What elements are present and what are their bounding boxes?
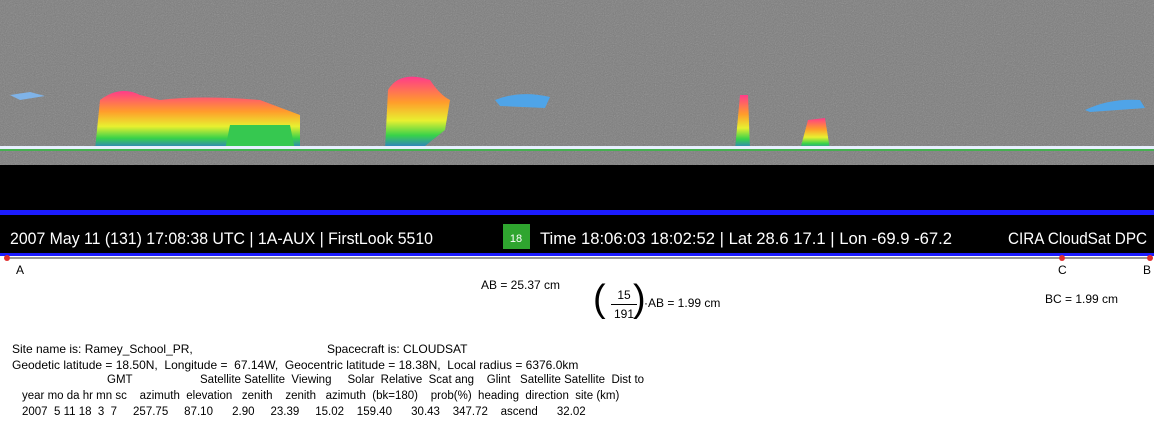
site-name: Site name is: Ramey_School_PR, <box>12 343 193 355</box>
radar-image: 2007 May 11 (131) 17:08:38 UTC | 1A-AUX … <box>0 0 1154 262</box>
banner-center: Time 18:06:03 18:02:52 | Lat 28.6 17.1 |… <box>540 229 952 248</box>
header-2: year mo da hr mn sc azimuth elevation ze… <box>22 391 619 403</box>
banner-right: CIRA CloudSat DPC <box>1008 229 1147 248</box>
label-b: B <box>1143 264 1151 276</box>
fraction-bar <box>611 304 637 305</box>
spacecraft: Spacecraft is: CLOUDSAT <box>327 343 467 355</box>
geodetic: Geodetic latitude = 18.50N, Longitude = … <box>12 359 578 371</box>
fraction-denominator: 191 <box>609 308 639 320</box>
label-c: C <box>1058 264 1067 276</box>
measure-ab-scaled: AB = 1.99 cm <box>648 297 720 309</box>
measure-ab: AB = 25.37 cm <box>481 279 560 291</box>
paren-open: ( <box>593 280 606 318</box>
point-a <box>4 255 10 261</box>
measure-bc: BC = 1.99 cm <box>1045 293 1118 305</box>
header-gmt: GMT <box>107 375 133 387</box>
banner-left: 2007 May 11 (131) 17:08:38 UTC | 1A-AUX … <box>10 229 433 248</box>
point-b <box>1147 255 1153 261</box>
point-c <box>1059 255 1065 261</box>
fraction-numerator: 15 <box>611 289 637 301</box>
label-a: A <box>16 264 24 276</box>
banner-badge: 18 <box>510 233 522 245</box>
data-row: 2007 5 11 18 3 7 257.75 87.10 2.90 23.39… <box>22 407 586 419</box>
header-1: Satellite Satellite Viewing Solar Relati… <box>200 375 644 387</box>
page: 2007 May 11 (131) 17:08:38 UTC | 1A-AUX … <box>0 0 1154 421</box>
